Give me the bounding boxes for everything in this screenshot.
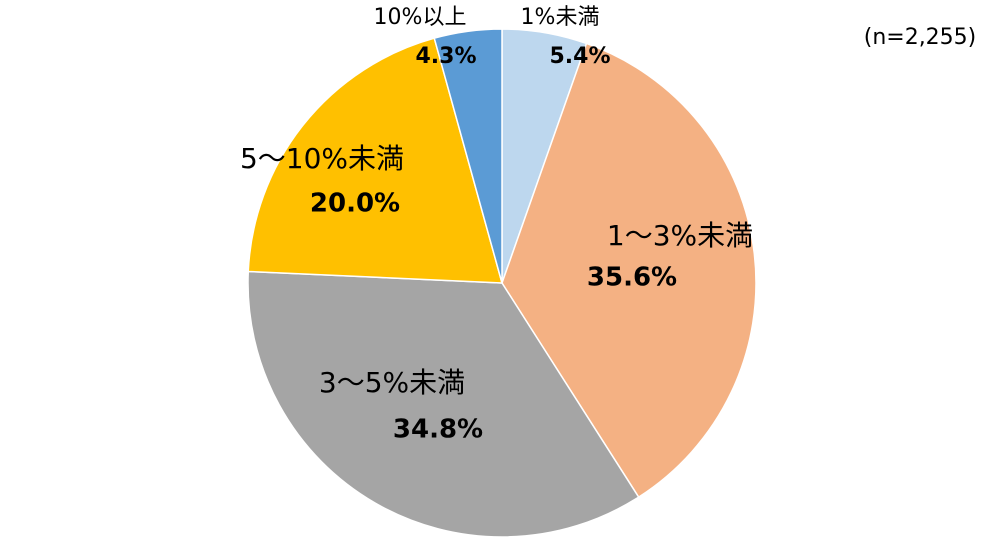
value-label: 4.3% (415, 44, 476, 69)
pie-slice (501, 42, 757, 499)
slice-label: 1%未満 (521, 5, 600, 30)
slice-label: 5～10%未満 (240, 142, 404, 175)
slice-label: 3～5%未満 (319, 366, 465, 399)
value-label: 34.8% (393, 415, 483, 445)
sample-note: (n=2,255) (864, 25, 977, 50)
pie-slice (433, 28, 503, 284)
value-label: 35.6% (587, 263, 677, 293)
value-label: 20.0% (310, 189, 400, 219)
pie-slice (247, 37, 503, 284)
slice-label: 10%以上 (374, 5, 467, 30)
value-label: 5.4% (549, 44, 610, 69)
slice-label: 1～3%未満 (607, 219, 753, 252)
pie-slice (247, 270, 640, 538)
